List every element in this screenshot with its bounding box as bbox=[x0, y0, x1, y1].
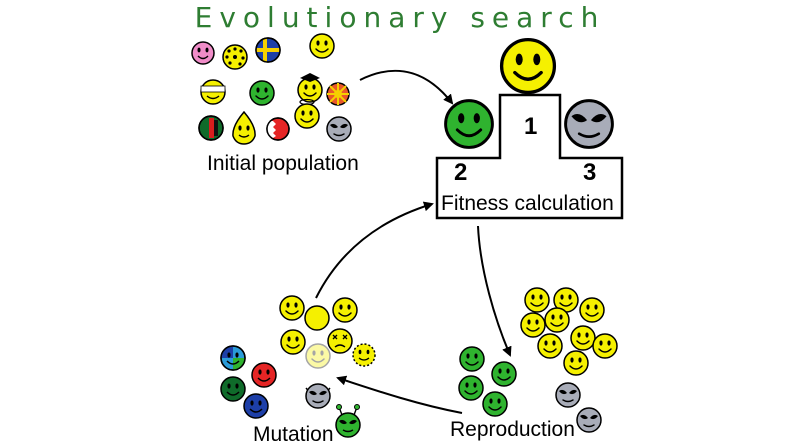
mutation-label: Mutation bbox=[253, 423, 334, 445]
flag-face-icon bbox=[255, 37, 281, 63]
smiley-icon bbox=[249, 80, 275, 106]
sunburst-face-icon bbox=[326, 82, 350, 106]
fitness-calculation-label: Fitness calculation bbox=[441, 192, 614, 215]
podium bbox=[435, 93, 624, 220]
bandaged-face-icon bbox=[200, 79, 226, 105]
initial-population-label: Initial population bbox=[207, 152, 359, 175]
alien-face-icon bbox=[326, 116, 352, 142]
arrow-mutation-to-fitness bbox=[315, 201, 434, 299]
egg-face-icon bbox=[232, 110, 256, 145]
dark-green-face-icon bbox=[198, 115, 224, 141]
arrow-to-fitness bbox=[359, 70, 454, 105]
dashed-face-icon bbox=[352, 343, 376, 367]
smiley-icon bbox=[309, 33, 335, 59]
graduate-face-icon bbox=[297, 73, 323, 103]
diagram-title: Evolutionary search bbox=[195, 1, 606, 34]
rainbow-face-icon bbox=[220, 345, 246, 371]
podium-third-place: 3 bbox=[583, 159, 596, 186]
reproduction-label: Reproduction bbox=[450, 418, 575, 441]
first-place-smiley-icon bbox=[499, 37, 557, 95]
blank-face-icon bbox=[304, 305, 330, 331]
spotted-face-icon bbox=[222, 44, 248, 70]
green-alien-icon bbox=[335, 404, 361, 438]
alien-face-icon bbox=[305, 383, 331, 409]
red-face-icon bbox=[266, 117, 290, 141]
podium-second-place: 2 bbox=[454, 159, 467, 186]
angel-face-icon bbox=[294, 98, 320, 129]
initial-population-cluster bbox=[191, 33, 352, 145]
second-place-smiley-icon bbox=[444, 99, 494, 149]
dead-face-icon bbox=[327, 328, 353, 354]
mutation-cluster bbox=[220, 295, 376, 438]
faded-face-icon bbox=[305, 343, 331, 369]
reproduction-cluster bbox=[458, 287, 618, 433]
arrow-to-reproduction bbox=[477, 225, 512, 357]
arrow-to-mutation bbox=[336, 375, 463, 414]
pink-face-icon bbox=[191, 41, 215, 65]
podium-first-place: 1 bbox=[524, 113, 537, 140]
third-place-alien-icon bbox=[564, 99, 614, 149]
